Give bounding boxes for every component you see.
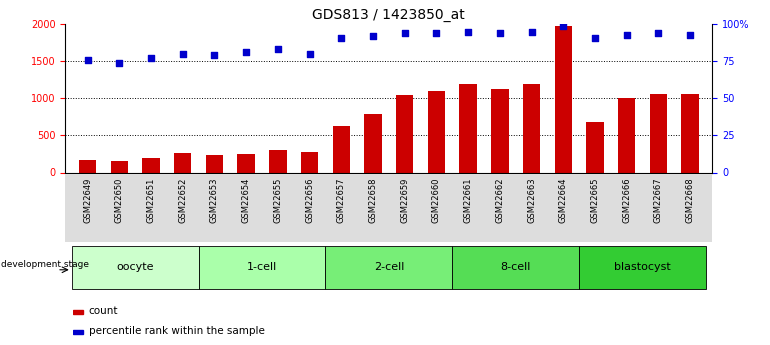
Point <box>430 30 443 36</box>
Point <box>145 56 157 61</box>
Text: GSM22657: GSM22657 <box>336 178 346 223</box>
Text: GSM22650: GSM22650 <box>115 178 124 223</box>
FancyBboxPatch shape <box>199 246 326 289</box>
Text: GSM22662: GSM22662 <box>495 178 504 223</box>
Point <box>589 35 601 40</box>
Bar <box>460 84 477 172</box>
Text: GSM22666: GSM22666 <box>622 178 631 223</box>
Bar <box>270 149 286 172</box>
Bar <box>427 91 445 172</box>
Point <box>82 57 94 62</box>
Point <box>684 32 696 37</box>
Bar <box>174 153 192 172</box>
Text: GSM22660: GSM22660 <box>432 178 441 223</box>
Point <box>494 30 506 36</box>
Text: GSM22655: GSM22655 <box>273 178 283 223</box>
Bar <box>618 98 635 172</box>
Bar <box>554 26 572 172</box>
Point <box>209 52 221 58</box>
Text: development stage: development stage <box>2 260 89 269</box>
Bar <box>396 95 413 172</box>
Text: GSM22665: GSM22665 <box>591 178 599 223</box>
Bar <box>364 114 382 172</box>
Text: GSM22656: GSM22656 <box>305 178 314 223</box>
Text: GSM22663: GSM22663 <box>527 178 536 223</box>
Bar <box>73 310 83 314</box>
Point <box>335 35 347 40</box>
Bar <box>301 152 318 172</box>
Bar <box>73 330 83 334</box>
Point <box>272 47 284 52</box>
Text: 2-cell: 2-cell <box>373 263 404 272</box>
Title: GDS813 / 1423850_at: GDS813 / 1423850_at <box>313 8 465 22</box>
Point <box>399 30 411 36</box>
Point <box>240 50 253 55</box>
Text: percentile rank within the sample: percentile rank within the sample <box>89 326 264 336</box>
Bar <box>586 122 604 172</box>
Text: GSM22664: GSM22664 <box>559 178 567 223</box>
Text: GSM22654: GSM22654 <box>242 178 251 223</box>
Bar <box>681 93 699 172</box>
Point <box>176 51 189 57</box>
Point <box>462 29 474 34</box>
Bar <box>523 84 541 172</box>
Bar <box>491 89 508 172</box>
Text: 1-cell: 1-cell <box>247 263 277 272</box>
Text: GSM22649: GSM22649 <box>83 178 92 223</box>
Text: blastocyst: blastocyst <box>614 263 671 272</box>
Text: oocyte: oocyte <box>116 263 154 272</box>
Point <box>303 51 316 57</box>
Text: GSM22659: GSM22659 <box>400 178 409 223</box>
Bar <box>237 154 255 172</box>
Text: GSM22658: GSM22658 <box>369 178 377 223</box>
Point <box>621 32 633 37</box>
FancyBboxPatch shape <box>72 246 199 289</box>
Text: GSM22668: GSM22668 <box>685 178 695 223</box>
Text: count: count <box>89 306 118 316</box>
Point <box>652 30 665 36</box>
FancyBboxPatch shape <box>452 246 579 289</box>
Bar <box>650 94 667 172</box>
Text: GSM22661: GSM22661 <box>464 178 473 223</box>
Text: GSM22653: GSM22653 <box>210 178 219 223</box>
FancyBboxPatch shape <box>579 246 706 289</box>
Bar <box>142 158 160 172</box>
Bar <box>79 160 96 172</box>
Text: GSM22652: GSM22652 <box>179 178 187 223</box>
Bar <box>333 126 350 172</box>
Point <box>113 60 126 66</box>
Point <box>367 33 379 39</box>
Bar <box>111 161 128 172</box>
FancyBboxPatch shape <box>326 246 452 289</box>
Point <box>557 23 569 28</box>
Bar <box>206 155 223 172</box>
Point <box>525 29 537 34</box>
Text: 8-cell: 8-cell <box>500 263 531 272</box>
Text: GSM22651: GSM22651 <box>146 178 156 223</box>
Text: GSM22667: GSM22667 <box>654 178 663 223</box>
